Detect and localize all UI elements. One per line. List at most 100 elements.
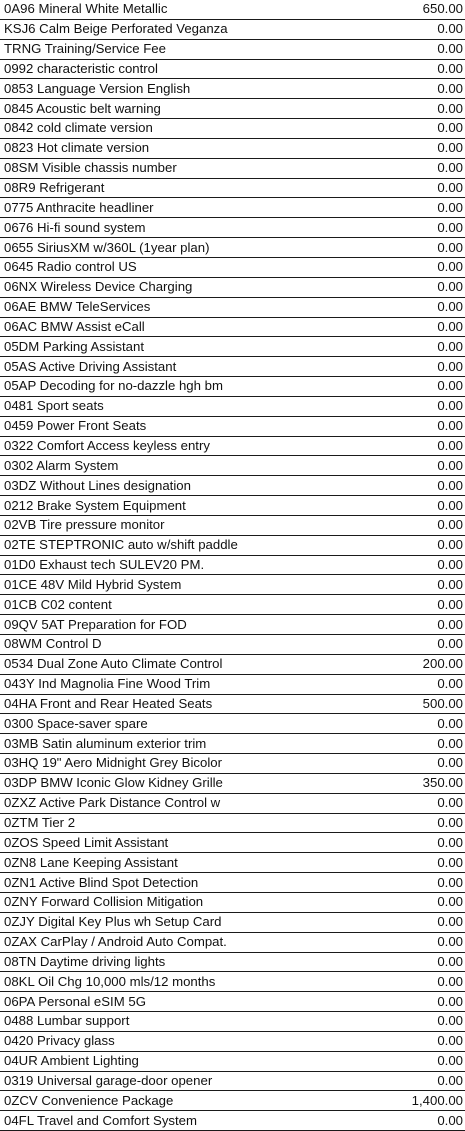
option-price: 0.00: [394, 475, 465, 497]
option-description: KSJ6 Calm Beige Perforated Veganza: [0, 19, 394, 40]
option-row: 08TN Daytime driving lights 0.00: [0, 952, 465, 973]
option-row: 01CE 48V Mild Hybrid System 0.00: [0, 574, 465, 596]
option-row: 08SM Visible chassis number 0.00: [0, 158, 465, 179]
option-row: 0ZOS Speed Limit Assistant 0.00: [0, 832, 465, 854]
option-description: 09QV 5AT Preparation for FOD: [0, 614, 394, 635]
option-description: 04UR Ambient Lighting: [0, 1051, 394, 1072]
option-price: 0.00: [394, 416, 465, 437]
option-row: 02VB Tire pressure monitor 0.00: [0, 515, 465, 536]
option-row: 0212 Brake System Equipment 0.00: [0, 495, 465, 516]
option-row: 08R9 Refrigerant 0.00: [0, 178, 465, 199]
option-row: 06NX Wireless Device Charging 0.00: [0, 277, 465, 298]
option-row: 05AS Active Driving Assistant 0.00: [0, 356, 465, 378]
option-row: 0459 Power Front Seats 0.00: [0, 416, 465, 437]
option-description: 08KL Oil Chg 10,000 mls/12 months: [0, 971, 394, 993]
option-row: 02TE STEPTRONIC auto w/shift paddle 0.00: [0, 535, 465, 556]
option-row: 01CB C02 content 0.00: [0, 594, 465, 616]
option-price: 0.00: [394, 98, 465, 120]
option-price: 0.00: [394, 336, 465, 358]
option-description: 02VB Tire pressure monitor: [0, 515, 394, 536]
option-price: 0.00: [394, 396, 465, 417]
option-price: 0.00: [394, 138, 465, 159]
option-price: 0.00: [394, 674, 465, 695]
option-description: 05AP Decoding for no-dazzle hgh bm: [0, 376, 394, 397]
option-description: 0823 Hot climate version: [0, 138, 394, 159]
option-description: 0ZTM Tier 2: [0, 813, 394, 834]
option-price: 0.00: [394, 39, 465, 60]
option-row: 0302 Alarm System 0.00: [0, 455, 465, 477]
option-row: 0300 Space-saver spare 0.00: [0, 713, 465, 735]
option-description: 0212 Brake System Equipment: [0, 495, 394, 516]
option-price: 0.00: [394, 257, 465, 278]
option-description: 02TE STEPTRONIC auto w/shift paddle: [0, 535, 394, 556]
option-price: 0.00: [394, 813, 465, 834]
option-description: 04HA Front and Rear Heated Seats: [0, 694, 394, 715]
option-description: 0481 Sport seats: [0, 396, 394, 417]
option-price: 0.00: [394, 317, 465, 338]
option-description: TRNG Training/Service Fee: [0, 39, 394, 60]
option-description: 06AE BMW TeleServices: [0, 297, 394, 318]
option-price: 200.00: [394, 654, 465, 675]
option-description: 0676 Hi-fi sound system: [0, 217, 394, 239]
option-row: 08KL Oil Chg 10,000 mls/12 months 0.00: [0, 971, 465, 993]
option-description: 0ZJY Digital Key Plus wh Setup Card: [0, 912, 394, 933]
option-description: 06NX Wireless Device Charging: [0, 277, 394, 298]
option-description: 043Y Ind Magnolia Fine Wood Trim: [0, 674, 394, 695]
option-row: 0992 characteristic control 0.00: [0, 59, 465, 80]
option-row: 0655 SiriusXM w/360L (1year plan) 0.00: [0, 237, 465, 258]
option-description: 08TN Daytime driving lights: [0, 952, 394, 973]
option-row: 03HQ 19" Aero Midnight Grey Bicolor 0.00: [0, 753, 465, 774]
option-price: 0.00: [394, 574, 465, 596]
option-price: 0.00: [394, 237, 465, 258]
option-row: 0319 Universal garage-door opener 0.00: [0, 1071, 465, 1092]
option-description: 0459 Power Front Seats: [0, 416, 394, 437]
option-price: 0.00: [394, 971, 465, 993]
option-description: 05DM Parking Assistant: [0, 336, 394, 358]
option-description: 0534 Dual Zone Auto Climate Control: [0, 654, 394, 675]
option-row: 0534 Dual Zone Auto Climate Control 200.0…: [0, 654, 465, 675]
option-price: 650.00: [394, 0, 465, 20]
option-price: 0.00: [394, 614, 465, 635]
option-description: 05AS Active Driving Assistant: [0, 356, 394, 378]
option-row: 043Y Ind Magnolia Fine Wood Trim 0.00: [0, 674, 465, 695]
option-price: 0.00: [394, 912, 465, 933]
option-price: 0.00: [394, 713, 465, 735]
option-description: 04FL Travel and Comfort System: [0, 1110, 394, 1131]
option-description: 0ZOS Speed Limit Assistant: [0, 832, 394, 854]
option-description: 0842 cold climate version: [0, 118, 394, 139]
option-price: 0.00: [394, 158, 465, 179]
option-description: 0ZXZ Active Park Distance Control w: [0, 793, 394, 814]
option-row: 03DP BMW Iconic Glow Kidney Grille 350.00: [0, 773, 465, 794]
option-row: 03MB Satin aluminum exterior trim 0.00: [0, 733, 465, 755]
option-price: 0.00: [394, 178, 465, 199]
option-price: 0.00: [394, 356, 465, 378]
option-price: 0.00: [394, 555, 465, 576]
option-price: 0.00: [394, 78, 465, 100]
option-description: 0853 Language Version English: [0, 78, 394, 100]
option-price: 0.00: [394, 932, 465, 953]
option-row: 0481 Sport seats 0.00: [0, 396, 465, 417]
option-price: 0.00: [394, 495, 465, 516]
option-price: 0.00: [394, 991, 465, 1013]
option-price: 0.00: [394, 217, 465, 239]
option-row: 0ZN8 Lane Keeping Assistant 0.00: [0, 852, 465, 874]
option-price: 0.00: [394, 1051, 465, 1072]
option-row: 09QV 5AT Preparation for FOD 0.00: [0, 614, 465, 635]
option-description: 0645 Radio control US: [0, 257, 394, 278]
option-row: 0845 Acoustic belt warning 0.00: [0, 98, 465, 120]
option-row: KSJ6 Calm Beige Perforated Veganza 0.00: [0, 19, 465, 40]
option-row: 01D0 Exhaust tech SULEV20 PM. 0.00: [0, 555, 465, 576]
option-description: 01CB C02 content: [0, 594, 394, 616]
option-description: 0300 Space-saver spare: [0, 713, 394, 735]
option-description: 0775 Anthracite headliner: [0, 197, 394, 219]
option-row: 05DM Parking Assistant 0.00: [0, 336, 465, 358]
option-row: 0ZTM Tier 2 0.00: [0, 813, 465, 834]
option-price: 0.00: [394, 277, 465, 298]
option-price: 0.00: [394, 634, 465, 655]
option-price: 350.00: [394, 773, 465, 794]
option-description: 03HQ 19" Aero Midnight Grey Bicolor: [0, 753, 394, 774]
option-description: 0845 Acoustic belt warning: [0, 98, 394, 120]
